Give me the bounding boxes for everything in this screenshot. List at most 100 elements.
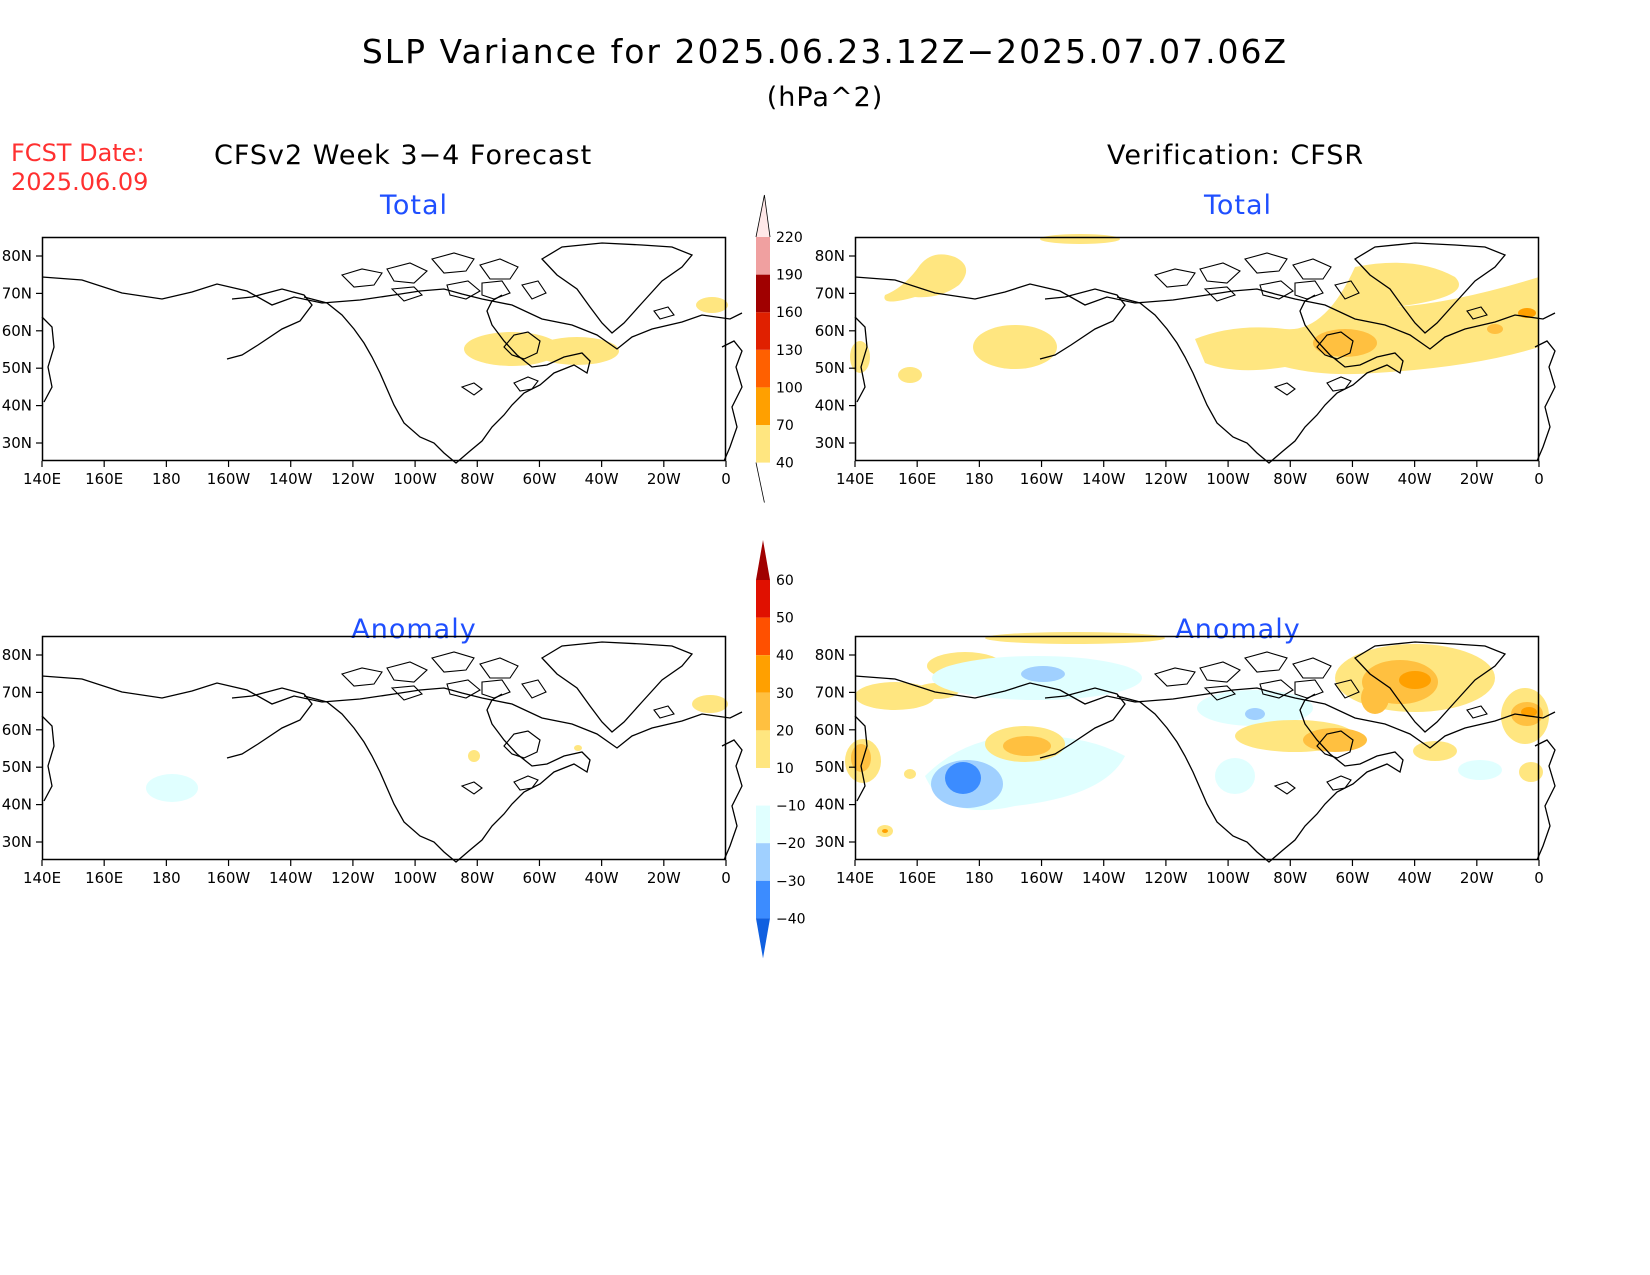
colorbar-anomaly-label: 50 bbox=[776, 611, 794, 627]
lon-tick-label: 140W bbox=[1082, 869, 1126, 887]
lat-tick-label: 30N bbox=[2, 434, 32, 452]
lon-tick-label: 180 bbox=[152, 869, 181, 887]
lon-tick-label: 120W bbox=[331, 470, 375, 488]
figure-units: (hPa^2) bbox=[766, 82, 884, 113]
lon-tick-label: 160E bbox=[898, 869, 936, 887]
lat-tick-label: 80N bbox=[815, 646, 845, 664]
colorbar-anomaly-box bbox=[756, 692, 770, 731]
lat-tick-label: 30N bbox=[2, 833, 32, 851]
lon-tick-label: 40W bbox=[585, 869, 619, 887]
lon-tick-label: 100W bbox=[393, 869, 437, 887]
lon-tick-label: 60W bbox=[522, 869, 556, 887]
colorbar-total-label: 130 bbox=[776, 343, 803, 359]
lon-tick-label: 20W bbox=[647, 869, 681, 887]
colorbar-total-label: 220 bbox=[776, 230, 803, 246]
map-verif-total: 80N 70N 60N 50N 40N 30N 140E 160E 180 160W 140W 120… bbox=[815, 234, 1556, 488]
lon-tick-label: 160W bbox=[207, 869, 251, 887]
shading-verif-anomaly bbox=[845, 632, 1549, 837]
lon-tick-label: 40W bbox=[1398, 470, 1432, 488]
lat-tick-label: 60N bbox=[815, 322, 845, 340]
colorbar-total-top-arrow bbox=[755, 194, 771, 238]
panel-title-verif-total: Total bbox=[1203, 190, 1273, 221]
colorbar-total: 40 70 100 130 160 190 220 bbox=[755, 194, 803, 503]
panel-title-verif-anomaly: Anomaly bbox=[1175, 614, 1301, 645]
lat-tick-label: 30N bbox=[815, 833, 845, 851]
left-column-heading: CFSv2 Week 3−4 Forecast bbox=[214, 140, 593, 171]
lat-tick-label: 70N bbox=[815, 683, 845, 701]
lon-tick-label: 120W bbox=[331, 869, 375, 887]
lon-tick-label: 140E bbox=[836, 869, 874, 887]
lat-tick-label: 70N bbox=[815, 284, 845, 302]
lon-tick-label: 20W bbox=[1460, 470, 1494, 488]
colorbar-anomaly-top-arrow bbox=[756, 540, 770, 580]
colorbar-anomaly-box bbox=[756, 730, 770, 768]
lon-tick-label: 60W bbox=[522, 470, 556, 488]
colorbar-anomaly-label: −20 bbox=[776, 836, 806, 852]
lon-tick-label: 60W bbox=[1335, 869, 1369, 887]
colorbar-anomaly-bottom-arrow bbox=[756, 918, 770, 959]
lon-tick-label: 180 bbox=[965, 869, 994, 887]
lat-tick-label: 50N bbox=[815, 359, 845, 377]
colorbar-anomaly-box bbox=[756, 843, 770, 881]
lon-tick-label: 160W bbox=[1020, 470, 1064, 488]
lat-tick-label: 50N bbox=[2, 758, 32, 776]
shading-fcst-anomaly bbox=[146, 695, 728, 802]
lat-tick-label: 80N bbox=[815, 247, 845, 265]
lon-tick-label: 20W bbox=[647, 470, 681, 488]
fcst-date-value: 2025.06.09 bbox=[11, 168, 149, 196]
lat-tick-label: 40N bbox=[815, 397, 845, 415]
shading-verif-total bbox=[850, 234, 1539, 383]
colorbar-total-label: 190 bbox=[776, 268, 803, 284]
lon-tick-label: 140W bbox=[269, 470, 313, 488]
lon-tick-label: 80W bbox=[1273, 869, 1307, 887]
colorbar-anomaly-box bbox=[756, 768, 770, 806]
colorbar-anomaly-label: −30 bbox=[776, 874, 806, 890]
lon-tick-label: 160E bbox=[85, 869, 123, 887]
colorbar-total-label: 40 bbox=[776, 456, 794, 472]
lat-tick-label: 60N bbox=[2, 721, 32, 739]
colorbar-total-box bbox=[756, 237, 770, 275]
colorbar-anomaly-label: 30 bbox=[776, 686, 794, 702]
colorbar-anomaly-label: −10 bbox=[776, 799, 806, 815]
colorbar-total-box bbox=[756, 312, 770, 350]
colorbar-total-box bbox=[756, 387, 770, 425]
colorbar-anomaly-box bbox=[756, 580, 770, 618]
lon-tick-label: 160E bbox=[898, 470, 936, 488]
lon-tick-label: 60W bbox=[1335, 470, 1369, 488]
lon-tick-label: 140W bbox=[269, 869, 313, 887]
colorbar-total-label: 70 bbox=[776, 418, 794, 434]
panel-title-fcst-anomaly: Anomaly bbox=[351, 614, 477, 645]
lon-tick-label: 140W bbox=[1082, 470, 1126, 488]
map-fcst-anomaly: 80N 70N 60N 50N 40N 30N 140E 160E 180 160W 140W 120… bbox=[2, 635, 743, 887]
colorbar-anomaly-box bbox=[756, 655, 770, 693]
lon-tick-label: 80W bbox=[460, 869, 494, 887]
figure-title: SLP Variance for 2025.06.23.12Z−2025.07.… bbox=[361, 32, 1289, 71]
lat-tick-label: 40N bbox=[2, 796, 32, 814]
lat-tick-label: 60N bbox=[2, 322, 32, 340]
lon-tick-label: 140E bbox=[836, 470, 874, 488]
panel-title-fcst-total: Total bbox=[379, 190, 449, 221]
lon-tick-label: 40W bbox=[585, 470, 619, 488]
colorbar-anomaly-box bbox=[756, 617, 770, 656]
lon-tick-label: 100W bbox=[393, 470, 437, 488]
colorbar-total-box bbox=[756, 425, 770, 463]
lon-tick-label: 80W bbox=[1273, 470, 1307, 488]
lat-tick-label: 50N bbox=[2, 359, 32, 377]
colorbar-anomaly-label: −40 bbox=[776, 911, 806, 927]
colorbar-anomaly-label: 20 bbox=[776, 723, 794, 739]
colorbar-anomaly-box bbox=[756, 880, 770, 919]
colorbar-anomaly: 60 50 40 30 20 10 −10 −20 −30 −40 bbox=[756, 540, 806, 959]
colorbar-anomaly-label: 60 bbox=[776, 573, 794, 589]
lat-tick-label: 40N bbox=[815, 796, 845, 814]
lat-tick-label: 70N bbox=[2, 683, 32, 701]
lon-tick-label: 140E bbox=[23, 470, 61, 488]
lon-tick-label: 80W bbox=[460, 470, 494, 488]
lon-tick-label: 0 bbox=[1534, 470, 1544, 488]
lon-tick-label: 120W bbox=[1144, 869, 1188, 887]
map-verif-anomaly: 80N 70N 60N 50N 40N 30N 140E 160E 180 160W 140W 120… bbox=[815, 632, 1556, 887]
colorbar-total-box bbox=[756, 274, 770, 313]
lon-tick-label: 160W bbox=[207, 470, 251, 488]
lat-tick-label: 40N bbox=[2, 397, 32, 415]
lat-tick-label: 80N bbox=[2, 247, 32, 265]
lon-tick-label: 100W bbox=[1206, 869, 1250, 887]
